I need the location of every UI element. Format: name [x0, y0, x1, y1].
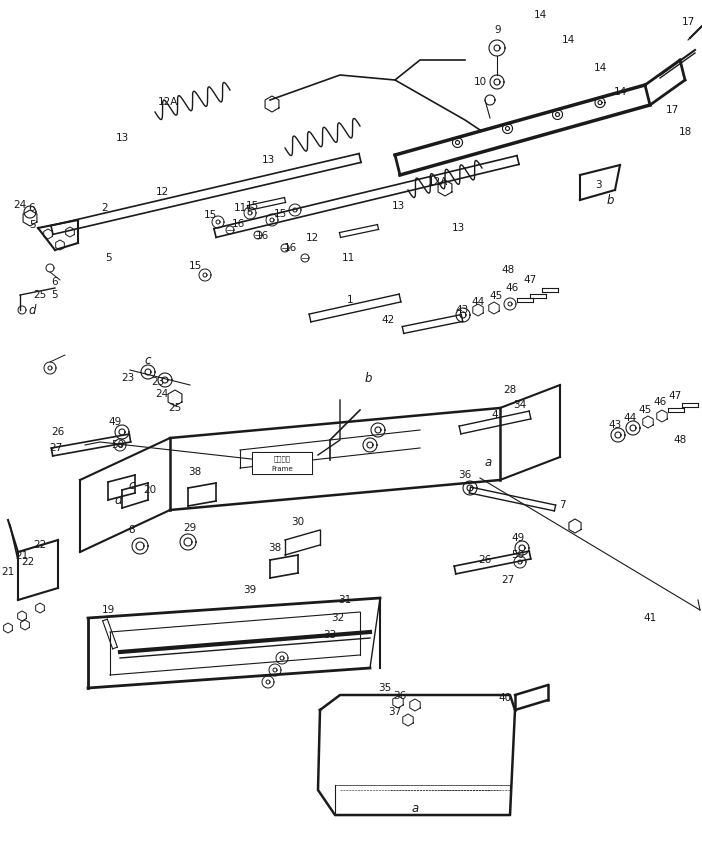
Text: 23: 23 — [152, 377, 165, 387]
Text: 9: 9 — [495, 25, 501, 35]
Text: 25: 25 — [34, 290, 46, 300]
Text: 25: 25 — [168, 403, 182, 413]
Text: 47: 47 — [668, 391, 682, 401]
Text: b: b — [607, 193, 614, 207]
Text: c: c — [128, 479, 135, 492]
Text: 39: 39 — [244, 585, 257, 595]
Text: 12A: 12A — [158, 97, 178, 107]
Text: 12: 12 — [305, 233, 319, 243]
Text: 41: 41 — [643, 613, 656, 623]
Text: 14: 14 — [593, 63, 607, 73]
Text: 48: 48 — [501, 265, 515, 275]
Text: 5: 5 — [105, 253, 112, 263]
Text: 48: 48 — [673, 435, 687, 445]
Text: 37: 37 — [388, 707, 402, 717]
Text: 20: 20 — [143, 485, 157, 495]
Text: b: b — [364, 372, 372, 385]
Text: 28: 28 — [503, 385, 517, 395]
Text: 16: 16 — [284, 243, 297, 253]
Text: フレーム: フレーム — [274, 456, 291, 463]
Text: 17: 17 — [665, 105, 679, 115]
Text: 15: 15 — [188, 261, 201, 271]
Text: 31: 31 — [338, 595, 352, 605]
Text: 29: 29 — [183, 523, 197, 533]
Text: 15: 15 — [273, 209, 286, 219]
Text: 11: 11 — [341, 253, 355, 263]
Text: 35: 35 — [378, 683, 392, 693]
Bar — [252, 452, 312, 474]
Text: 33: 33 — [324, 630, 337, 640]
Text: 6: 6 — [29, 203, 35, 213]
Text: 10: 10 — [473, 77, 486, 87]
Text: 32: 32 — [331, 613, 345, 623]
Text: 14: 14 — [534, 10, 547, 20]
Text: 21: 21 — [15, 551, 29, 561]
Text: 36: 36 — [393, 691, 406, 701]
Text: 3: 3 — [595, 180, 602, 190]
Bar — [252, 452, 312, 474]
Text: 1: 1 — [347, 295, 353, 305]
Text: 40: 40 — [498, 693, 512, 703]
Text: 8: 8 — [128, 525, 135, 535]
Text: 14: 14 — [614, 87, 627, 97]
Text: 23: 23 — [121, 373, 135, 383]
Text: 42: 42 — [381, 315, 395, 325]
Text: 11: 11 — [233, 203, 246, 213]
Text: 49: 49 — [511, 533, 524, 543]
Text: 6: 6 — [52, 277, 58, 287]
Text: 15: 15 — [204, 210, 217, 220]
Text: 38: 38 — [268, 543, 282, 553]
Text: 43: 43 — [609, 420, 622, 430]
Text: 47: 47 — [524, 275, 536, 285]
Text: 7: 7 — [559, 500, 565, 510]
Text: d: d — [114, 493, 121, 506]
Text: 45: 45 — [638, 405, 651, 415]
Text: 13: 13 — [115, 133, 128, 143]
Text: d: d — [28, 304, 36, 316]
Text: 5: 5 — [52, 290, 58, 300]
Text: 49: 49 — [108, 417, 121, 427]
Text: 16: 16 — [256, 231, 269, 241]
Text: 22: 22 — [21, 557, 34, 567]
Text: 19: 19 — [101, 605, 114, 615]
Text: 27: 27 — [501, 575, 515, 585]
Text: 12A: 12A — [428, 177, 448, 187]
Text: 46: 46 — [654, 397, 667, 407]
Text: 13: 13 — [451, 223, 465, 233]
Text: 44: 44 — [471, 297, 484, 307]
Text: 2: 2 — [102, 203, 108, 213]
Text: 24: 24 — [13, 200, 27, 210]
Text: 43: 43 — [456, 305, 469, 315]
Text: 26: 26 — [478, 555, 491, 565]
Text: 5: 5 — [29, 220, 35, 230]
Text: 26: 26 — [51, 427, 65, 437]
Text: 30: 30 — [291, 517, 305, 527]
Text: c: c — [145, 353, 151, 367]
Text: 27: 27 — [49, 443, 62, 453]
Text: a: a — [411, 801, 418, 815]
Text: 36: 36 — [458, 470, 472, 480]
Text: 46: 46 — [505, 283, 519, 293]
Text: 18: 18 — [678, 127, 691, 137]
Text: 22: 22 — [34, 540, 46, 550]
Text: 16: 16 — [232, 219, 244, 229]
Text: 12: 12 — [155, 187, 168, 197]
Text: 17: 17 — [682, 17, 694, 27]
Text: 21: 21 — [1, 567, 15, 577]
Text: 14: 14 — [562, 35, 575, 45]
Text: a: a — [484, 456, 491, 469]
Text: 15: 15 — [246, 201, 258, 211]
Text: 50: 50 — [512, 550, 524, 560]
Text: 13: 13 — [261, 155, 274, 165]
Text: 44: 44 — [623, 413, 637, 423]
Text: Frame: Frame — [271, 466, 293, 472]
Text: 38: 38 — [188, 467, 201, 477]
Text: 50: 50 — [112, 440, 124, 450]
Text: 13: 13 — [392, 201, 404, 211]
Text: 24: 24 — [155, 389, 168, 399]
Text: 45: 45 — [489, 291, 503, 301]
Text: 34: 34 — [513, 400, 526, 410]
Text: 4: 4 — [491, 410, 498, 420]
